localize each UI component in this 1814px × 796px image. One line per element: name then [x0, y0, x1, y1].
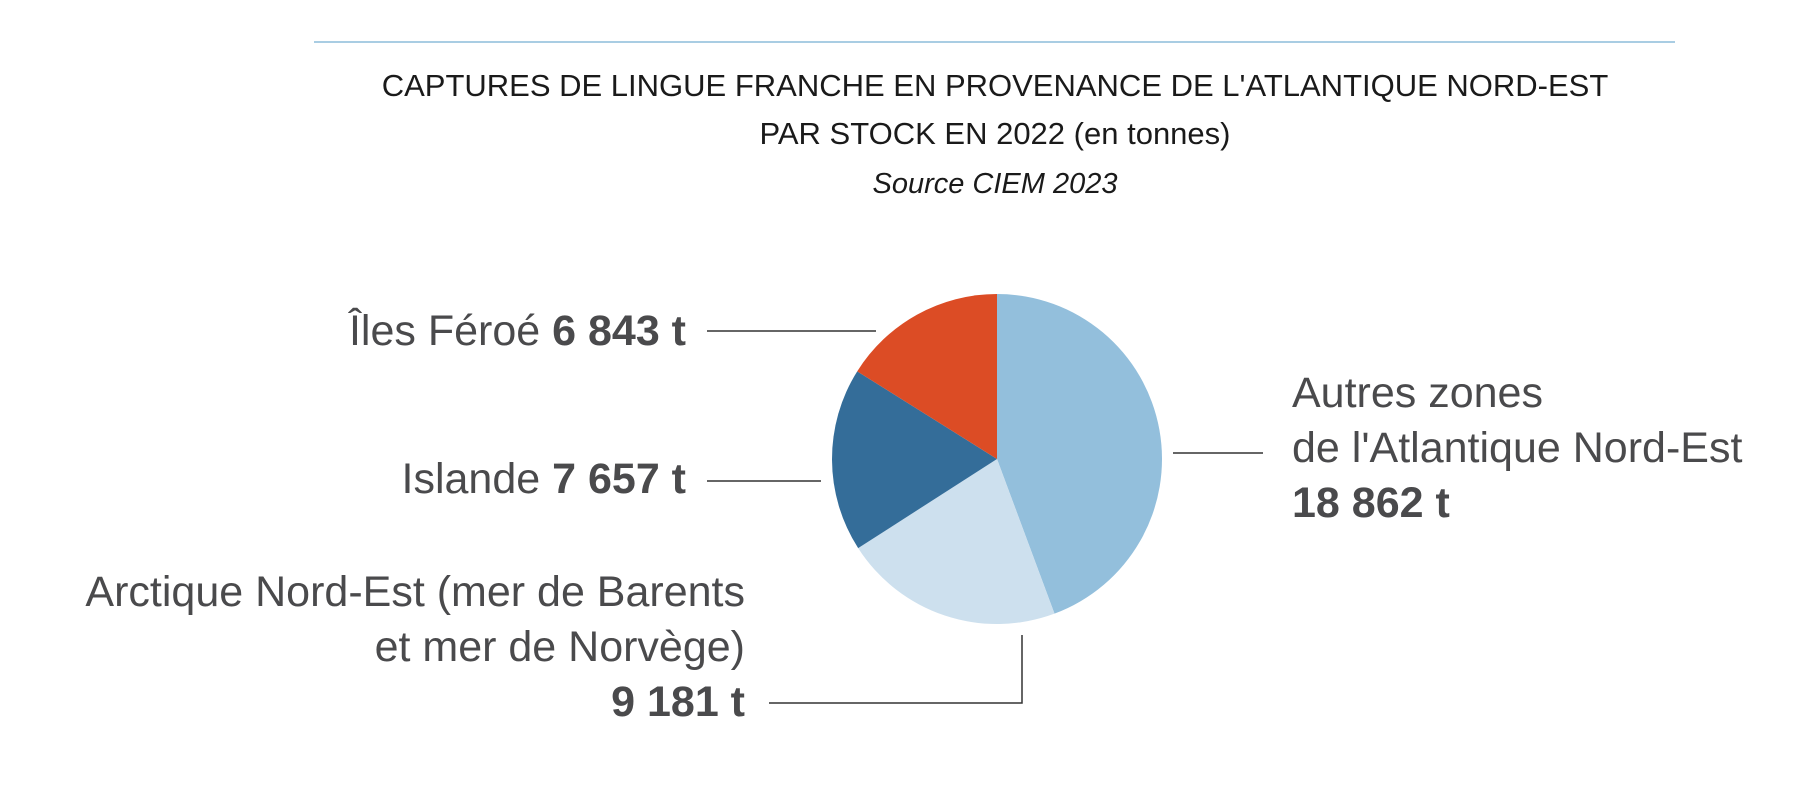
top-rule — [314, 41, 1675, 43]
pie-slice-1 — [858, 459, 1055, 624]
leader-line-arctique — [769, 635, 1023, 704]
chart-title-unit: (en tonnes) — [1073, 116, 1231, 151]
chart-title-line2: PAR STOCK EN 2022 (en tonnes) — [0, 116, 1814, 152]
label-arctique: Arctique Nord-Est (mer de Barents et mer… — [85, 565, 745, 730]
chart-subtitle: Source CIEM 2023 — [872, 168, 1118, 200]
label-feroe: Îles Féroé 6 843 t — [349, 304, 686, 359]
slice-name-line2: et mer de Norvège) — [374, 623, 745, 671]
slice-name: Islande — [401, 455, 541, 503]
slice-name-line2: de l'Atlantique Nord-Est — [1292, 424, 1743, 472]
chart-title-line1: CAPTURES DE LINGUE FRANCHE EN PROVENANCE… — [381, 68, 1609, 103]
pie-slice-3 — [857, 294, 997, 459]
slice-name-line1: Autres zones — [1292, 369, 1543, 417]
label-autres: Autres zones de l'Atlantique Nord-Est 18… — [1292, 366, 1742, 531]
chart-title-text: PAR STOCK EN 2022 — [759, 116, 1066, 151]
pie-slice-0 — [997, 294, 1162, 614]
pie-slice-2 — [832, 371, 997, 549]
slice-value: 9 181 t — [611, 678, 745, 726]
slice-value: 18 862 t — [1292, 479, 1450, 527]
slice-value: 7 657 t — [552, 455, 686, 503]
slice-value: 6 843 t — [552, 307, 686, 355]
slice-name-line1: Arctique Nord-Est (mer de Barents — [85, 568, 745, 616]
label-islande: Islande 7 657 t — [402, 452, 687, 507]
slice-name: Îles Féroé — [348, 307, 541, 355]
